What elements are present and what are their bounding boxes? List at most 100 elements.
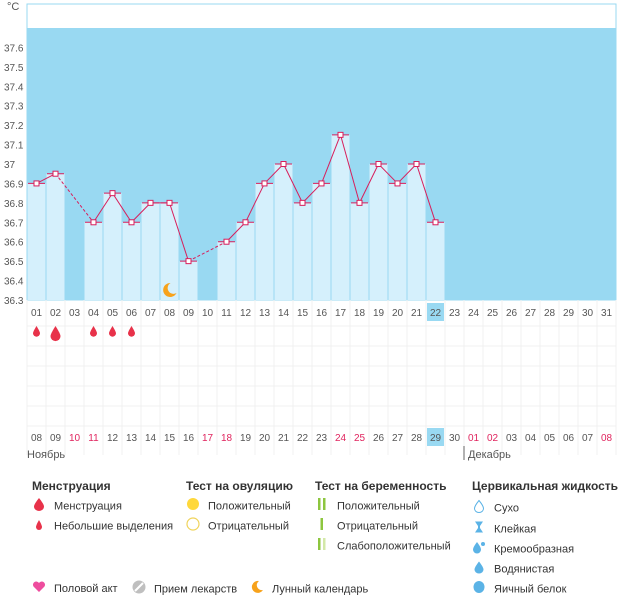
temperature-point: [318, 180, 325, 187]
date-label: 17: [202, 433, 214, 444]
day-label: 25: [487, 308, 499, 319]
date-label: 20: [259, 433, 271, 444]
temperature-bar: [255, 183, 274, 300]
day-label: 10: [202, 308, 214, 319]
temperature-bar: [27, 183, 46, 300]
moon-icon: [163, 282, 177, 297]
date-label: 29: [430, 433, 442, 444]
temperature-line-segment: [55, 173, 94, 223]
pill-icon: [132, 580, 146, 599]
legend-ovulation-title: Тест на овуляцию: [186, 479, 293, 493]
temperature-bar: [84, 222, 103, 300]
temperature-point: [261, 180, 268, 187]
temperature-bar: [407, 164, 426, 300]
day-label: 11: [221, 308, 232, 319]
day-label: 27: [525, 308, 537, 319]
day-label: 03: [69, 308, 81, 319]
day-label: 09: [183, 308, 195, 319]
date-label: 15: [164, 433, 176, 444]
creamy-drop-icon: [472, 540, 486, 559]
day-label: 15: [297, 308, 309, 319]
temperature-line-segment: [226, 221, 246, 243]
date-label: 13: [126, 433, 138, 444]
day-label: 16: [316, 308, 328, 319]
date-label: 22: [297, 433, 309, 444]
drop-small-icon: [32, 517, 46, 536]
y-tick-label: 36.7: [4, 218, 24, 229]
day-label: 19: [373, 308, 385, 319]
date-label: 12: [107, 433, 119, 444]
date-label: 25: [354, 433, 366, 444]
day-label: 30: [582, 308, 594, 319]
legend-cervical-creamy: Кремообразная: [472, 540, 574, 556]
temperature-line-segment: [93, 192, 113, 223]
temperature-line-segment: [397, 163, 417, 184]
date-label: 03: [506, 433, 518, 444]
date-label: 30: [449, 433, 461, 444]
day-label: 28: [544, 308, 556, 319]
y-tick-label: 37.5: [4, 63, 24, 74]
legend-pregnancy-title: Тест на беременность: [315, 479, 447, 493]
date-label: 19: [240, 433, 252, 444]
y-tick-label: 37.6: [4, 43, 24, 54]
temperature-point: [52, 170, 59, 177]
y-tick-label: 37: [4, 160, 16, 171]
date-label: 07: [582, 433, 594, 444]
legend-cervical-watery: Водянистая: [472, 560, 554, 576]
day-label: 04: [88, 308, 100, 319]
temperature-line-segment: [340, 134, 360, 203]
temperature-point: [128, 219, 135, 226]
pregnancy-positive-icon: [315, 497, 329, 516]
y-tick-label: 37.2: [4, 121, 24, 132]
date-label: 23: [316, 433, 328, 444]
temperature-bar: [331, 134, 350, 300]
day-label: 22: [430, 308, 442, 319]
ovulation-positive-icon: [186, 497, 200, 516]
date-label: 14: [145, 433, 157, 444]
day-label: 17: [335, 308, 347, 319]
y-tick-label: 37.3: [4, 102, 24, 113]
legend-menstruation: Менструация: [32, 497, 122, 513]
date-label: 06: [563, 433, 575, 444]
temperature-bar: [388, 183, 407, 300]
temperature-point: [356, 199, 363, 206]
temperature-point: [33, 180, 40, 187]
legend-ovulation-negative: Отрицательный: [186, 517, 289, 533]
temperature-point: [394, 180, 401, 187]
date-label: 27: [392, 433, 404, 444]
menstruation-drop-icon: [128, 326, 135, 337]
temperature-line-segment: [321, 134, 341, 184]
heart-icon: [32, 580, 46, 598]
temperature-point: [337, 131, 344, 138]
temperature-line-segment: [359, 163, 379, 204]
day-label: 20: [392, 308, 404, 319]
month-label-right: Декабрь: [468, 449, 511, 461]
legend-cervical-sticky: Клейкая: [472, 520, 536, 536]
legend-spotting: Небольшие выделения: [32, 517, 173, 533]
day-label: 23: [449, 308, 461, 319]
day-label: 12: [240, 308, 252, 319]
y-tick-label: 36.8: [4, 199, 24, 210]
date-label: 02: [487, 433, 499, 444]
y-tick-label: 36.4: [4, 277, 24, 288]
highlight-date-cell: [427, 428, 444, 446]
legend-menstruation-title: Менструация: [32, 479, 111, 493]
temperature-bar: [122, 222, 141, 300]
date-label: 08: [31, 433, 43, 444]
temperature-line-segment: [245, 183, 265, 223]
temperature-line-segment: [264, 163, 284, 184]
temperature-line-segment: [188, 241, 227, 262]
temperature-line-segment: [378, 163, 398, 184]
y-axis-unit: °C: [7, 1, 19, 13]
month-label-left: Ноябрь: [27, 449, 65, 461]
temperature-line-segment: [36, 173, 56, 184]
temperature-point: [242, 219, 249, 226]
day-label: 01: [31, 308, 43, 319]
day-label: 07: [145, 308, 157, 319]
temperature-point: [90, 219, 97, 226]
date-label: 10: [69, 433, 81, 444]
menstruation-drop-icon: [33, 326, 40, 337]
day-label: 26: [506, 308, 518, 319]
date-label: 26: [373, 433, 385, 444]
day-label: 08: [164, 308, 176, 319]
